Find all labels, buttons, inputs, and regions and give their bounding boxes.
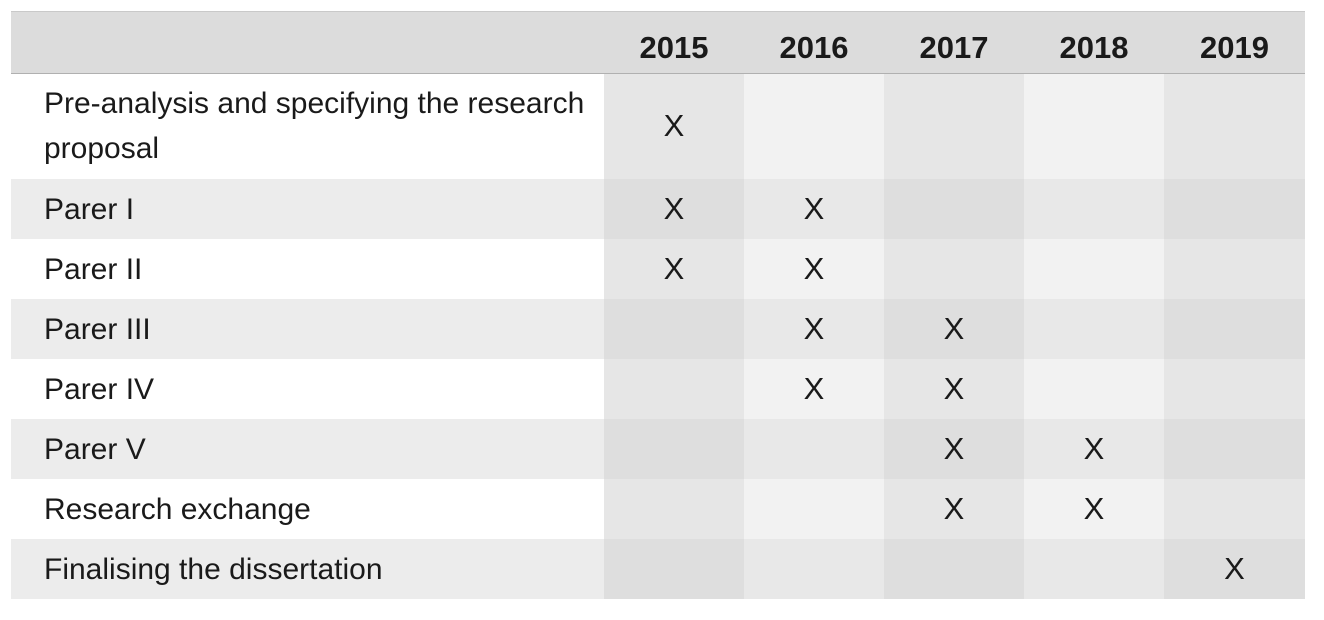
mark-cell — [604, 539, 744, 599]
mark-cell — [604, 299, 744, 359]
mark-cell — [1024, 299, 1164, 359]
mark-cell: X — [744, 179, 884, 239]
mark-cell — [604, 359, 744, 419]
mark-cell: X — [1164, 539, 1305, 599]
mark-cell — [744, 539, 884, 599]
mark-cell: X — [744, 359, 884, 419]
mark-cell: X — [884, 479, 1024, 539]
mark-cell — [884, 239, 1024, 299]
table-row: Parer V X X — [11, 419, 1305, 479]
activity-cell: Parer I — [11, 179, 604, 239]
mark-cell — [884, 179, 1024, 239]
mark-cell — [1164, 479, 1305, 539]
mark-cell — [744, 73, 884, 179]
mark-cell — [744, 419, 884, 479]
activity-cell: Research exchange — [11, 479, 604, 539]
mark-cell — [1024, 179, 1164, 239]
mark-cell — [1164, 73, 1305, 179]
activity-cell: Finalising the dissertation — [11, 539, 604, 599]
mark-cell — [1164, 359, 1305, 419]
activity-cell: Parer II — [11, 239, 604, 299]
header-year-2019: 2019 — [1164, 12, 1305, 74]
table-row: Parer I X X — [11, 179, 1305, 239]
mark-cell — [884, 73, 1024, 179]
mark-cell — [1164, 299, 1305, 359]
mark-cell — [1164, 239, 1305, 299]
activity-cell: Parer V — [11, 419, 604, 479]
mark-cell: X — [1024, 419, 1164, 479]
header-year-2015: 2015 — [604, 12, 744, 74]
mark-cell — [1024, 73, 1164, 179]
schedule-table: 2015 2016 2017 2018 2019 Pre-analysis an… — [11, 12, 1305, 599]
mark-cell: X — [1024, 479, 1164, 539]
mark-cell: X — [744, 239, 884, 299]
mark-cell: X — [884, 359, 1024, 419]
mark-cell: X — [884, 299, 1024, 359]
mark-cell: X — [884, 419, 1024, 479]
header-year-2018: 2018 — [1024, 12, 1164, 74]
activity-cell: Parer III — [11, 299, 604, 359]
mark-cell: X — [744, 299, 884, 359]
table-row: Research exchange X X — [11, 479, 1305, 539]
mark-cell — [884, 539, 1024, 599]
mark-cell: X — [604, 179, 744, 239]
mark-cell: X — [604, 73, 744, 179]
table-row: Parer II X X — [11, 239, 1305, 299]
mark-cell — [1024, 239, 1164, 299]
header-year-2016: 2016 — [744, 12, 884, 74]
mark-cell — [1164, 179, 1305, 239]
mark-cell — [1024, 539, 1164, 599]
header-activity — [11, 12, 604, 74]
activity-cell: Parer IV — [11, 359, 604, 419]
mark-cell — [604, 419, 744, 479]
table-row: Parer IV X X — [11, 359, 1305, 419]
schedule-table-wrapper: 2015 2016 2017 2018 2019 Pre-analysis an… — [11, 11, 1305, 599]
activity-cell: Pre-analysis and specifying the research… — [11, 73, 604, 179]
mark-cell — [744, 479, 884, 539]
table-row: Pre-analysis and specifying the research… — [11, 73, 1305, 179]
mark-cell: X — [604, 239, 744, 299]
header-year-2017: 2017 — [884, 12, 1024, 74]
mark-cell — [604, 479, 744, 539]
mark-cell — [1024, 359, 1164, 419]
header-row: 2015 2016 2017 2018 2019 — [11, 12, 1305, 74]
table-row: Parer III X X — [11, 299, 1305, 359]
table-row: Finalising the dissertation X — [11, 539, 1305, 599]
mark-cell — [1164, 419, 1305, 479]
